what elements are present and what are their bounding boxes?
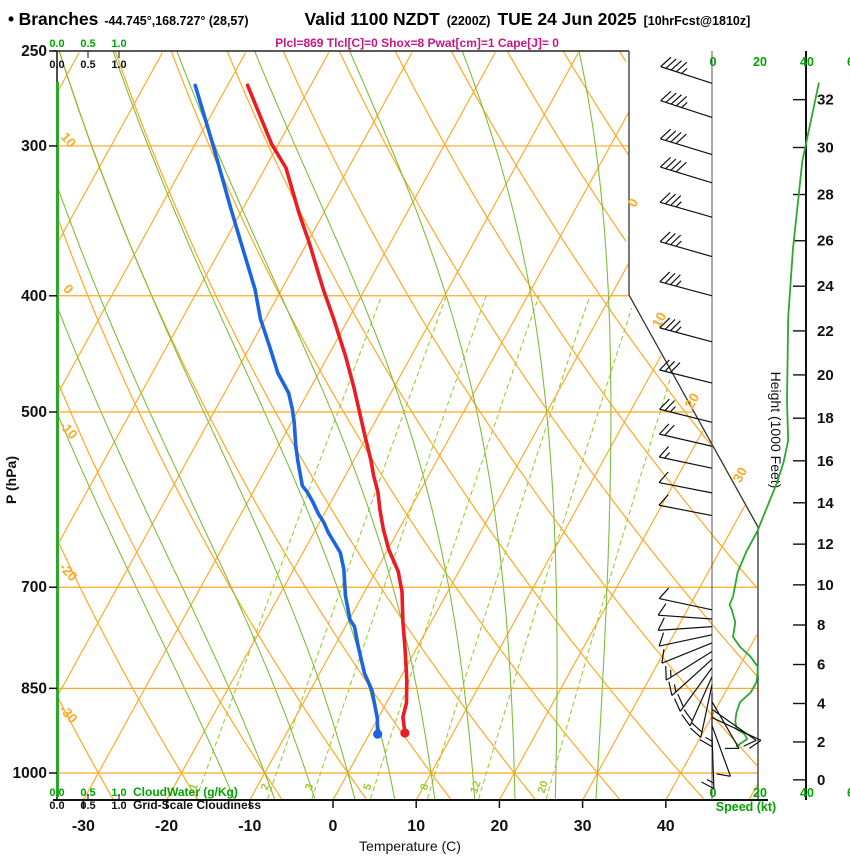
svg-text:4: 4 (817, 696, 826, 713)
svg-text:250: 250 (21, 43, 47, 60)
svg-text:700: 700 (21, 579, 47, 596)
wind-barbs-group (657, 56, 762, 790)
svg-text:P (hPa): P (hPa) (3, 456, 19, 504)
moist-adiabats-group (57, 50, 612, 799)
svg-text:6: 6 (817, 657, 825, 674)
svg-text:-20: -20 (155, 818, 178, 835)
svg-text:1000: 1000 (13, 765, 47, 782)
svg-text:Height (1000 Feet): Height (1000 Feet) (768, 372, 784, 489)
svg-text:20: 20 (536, 779, 551, 794)
svg-text:20: 20 (491, 818, 509, 835)
svg-text:CloudWater (g/Kg): CloudWater (g/Kg) (133, 785, 238, 799)
svg-text:10: 10 (58, 129, 79, 150)
svg-text:Temperature (C): Temperature (C) (359, 838, 461, 854)
svg-text:12: 12 (817, 536, 834, 553)
svg-text:400: 400 (21, 288, 47, 305)
mixing-ratio-lines-group (195, 295, 671, 799)
mixing-ratio-labels: 1 2 3 5 8 12 20 (187, 779, 551, 794)
svg-text:2: 2 (259, 782, 272, 792)
svg-text:1: 1 (187, 782, 200, 792)
svg-text:60: 60 (847, 55, 850, 69)
pressure-lines-group (57, 145, 758, 774)
svg-text:3: 3 (303, 782, 316, 792)
svg-text:16: 16 (817, 453, 834, 470)
svg-text:20: 20 (817, 367, 834, 384)
svg-text:1.0: 1.0 (111, 787, 126, 799)
svg-text:0: 0 (329, 818, 338, 835)
svg-text:2: 2 (817, 734, 825, 751)
svg-text:0.0: 0.0 (49, 800, 64, 812)
svg-text:1.0: 1.0 (111, 800, 126, 812)
svg-text:24: 24 (817, 278, 834, 295)
svg-text:14: 14 (817, 495, 834, 512)
speed-profile-line (728, 82, 820, 748)
svg-text:30: 30 (817, 140, 834, 157)
title-bullet: • (8, 9, 15, 29)
station-name: Branches (18, 9, 99, 29)
svg-text:0: 0 (817, 772, 825, 789)
svg-text:-30: -30 (72, 818, 95, 835)
svg-text:60: 60 (847, 786, 850, 800)
svg-text:30: 30 (730, 465, 750, 485)
svg-text:0.5: 0.5 (80, 787, 95, 799)
svg-text:12: 12 (468, 779, 483, 794)
speed-axis: 00202040406060Speed (kt) (710, 55, 850, 814)
svg-text:-10: -10 (238, 818, 261, 835)
dewpoint-trace (193, 83, 383, 739)
stability-params: Plcl=869 Tlcl[C]=0 Shox=8 Pwat[cm]=1 Cap… (275, 36, 559, 50)
svg-text:Grid-Scale Cloudiness: Grid-Scale Cloudiness (133, 798, 261, 812)
svg-text:32: 32 (817, 92, 834, 109)
svg-text:1.0: 1.0 (111, 38, 126, 50)
svg-text:20: 20 (682, 391, 702, 411)
pressure-axis: 250 300 400 500 700 850 1000 P (hPa) (3, 43, 57, 782)
svg-text:5: 5 (361, 782, 374, 792)
temperature-trace (245, 83, 410, 738)
isotherms-group (56, 52, 758, 801)
svg-text:40: 40 (800, 55, 814, 69)
svg-text:10: 10 (817, 577, 834, 594)
svg-text:40: 40 (800, 786, 814, 800)
svg-text:30: 30 (574, 818, 592, 835)
svg-text:0.0: 0.0 (49, 38, 64, 50)
svg-text:Speed (kt): Speed (kt) (716, 800, 776, 814)
svg-text:26: 26 (817, 233, 834, 250)
svg-text:0.5: 0.5 (80, 59, 95, 71)
svg-text:22: 22 (817, 323, 834, 340)
valid-time: Valid 1100 NZDT (304, 9, 440, 29)
svg-text:8: 8 (418, 782, 431, 792)
chart-title: • Branches -44.745°,168.727° (28,57) Val… (8, 9, 750, 30)
temperature-axis: -30 -20 -10 0 10 20 30 40 Temperature (C) (72, 800, 675, 854)
svg-text:0: 0 (710, 786, 717, 800)
svg-text:20: 20 (753, 55, 767, 69)
forecast-hour: [10hrFcst@1810z] (643, 14, 751, 28)
svg-text:0.5: 0.5 (80, 38, 95, 50)
svg-text:0.0: 0.0 (49, 787, 64, 799)
svg-text:0.5: 0.5 (80, 800, 95, 812)
svg-text:18: 18 (817, 410, 834, 427)
valid-time-z: (2200Z) (446, 14, 491, 28)
svg-text:10: 10 (407, 818, 425, 835)
svg-text:20: 20 (753, 786, 767, 800)
svg-text:500: 500 (21, 404, 47, 421)
svg-text:300: 300 (21, 138, 47, 155)
svg-text:8: 8 (817, 617, 825, 634)
valid-date: TUE 24 Jun 2025 (497, 9, 637, 29)
svg-text:1.0: 1.0 (111, 59, 126, 71)
svg-text:0: 0 (710, 55, 717, 69)
station-coords: -44.745°,168.727° (28,57) (104, 14, 249, 28)
cloud-scales: 0.00.00.00.00.50.50.50.51.01.01.01.0Clou… (49, 38, 261, 812)
svg-text:40: 40 (657, 818, 675, 835)
svg-text:28: 28 (817, 187, 834, 204)
svg-text:0.0: 0.0 (49, 59, 64, 71)
svg-text:10: 10 (649, 310, 669, 330)
svg-text:850: 850 (21, 680, 47, 697)
